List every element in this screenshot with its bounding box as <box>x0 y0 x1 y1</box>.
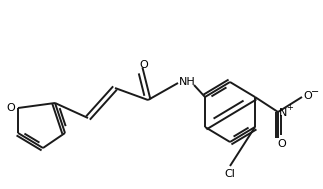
Text: O: O <box>7 103 16 113</box>
Text: Cl: Cl <box>224 169 235 179</box>
Text: −: − <box>311 87 319 97</box>
Text: +: + <box>287 104 293 112</box>
Text: O: O <box>278 139 287 149</box>
Text: N: N <box>279 108 287 118</box>
Text: O: O <box>304 91 312 101</box>
Text: O: O <box>140 60 148 70</box>
Text: NH: NH <box>179 77 195 87</box>
